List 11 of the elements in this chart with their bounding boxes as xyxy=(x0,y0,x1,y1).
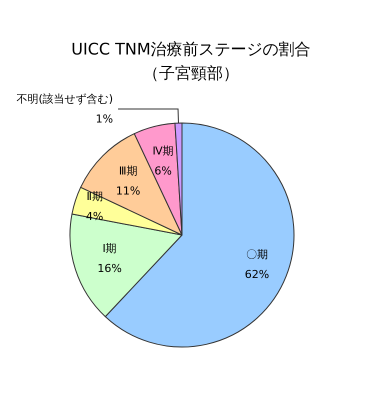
data-label: 1% xyxy=(96,112,114,126)
slice-label: Ⅲ期 xyxy=(118,164,138,178)
data-label: 62% xyxy=(244,268,270,282)
slice-label: Ⅰ期 xyxy=(102,242,117,256)
chart-title: UICC TNM治療前ステージの割合（子宮頸部） xyxy=(71,40,311,82)
slice-label: Ⅳ期 xyxy=(152,144,174,158)
slice-label: 〇期 xyxy=(246,248,268,262)
data-label: 11% xyxy=(116,184,140,198)
slice-label: 不明(該当せず含む) xyxy=(16,92,114,106)
data-label: 6% xyxy=(154,164,172,178)
data-label: 16% xyxy=(97,262,122,276)
